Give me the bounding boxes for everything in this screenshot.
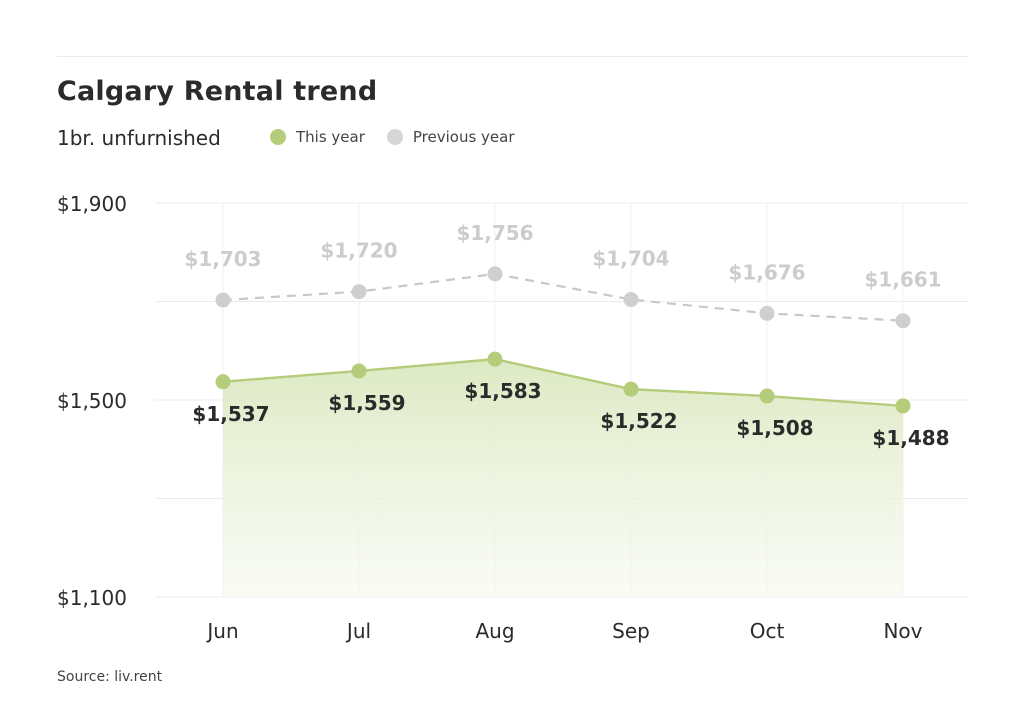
- data-label-previous-year: $1,704: [592, 247, 669, 271]
- point-previous-year: [487, 266, 503, 282]
- point-this-year: [623, 381, 639, 397]
- point-this-year: [759, 388, 775, 404]
- legend-this-year-label: This year: [296, 128, 365, 146]
- point-this-year: [487, 351, 503, 367]
- legend-item-this-year: This year: [270, 128, 365, 146]
- line-previous-year: [222, 272, 904, 322]
- data-label-previous-year: $1,756: [456, 221, 533, 245]
- data-label-this-year: $1,583: [464, 379, 541, 403]
- x-tick-label: Nov: [883, 619, 922, 643]
- x-tick-label: Oct: [750, 619, 785, 643]
- chart-subtitle: 1br. unfurnished: [57, 126, 221, 150]
- y-tick-label: $1,900: [57, 192, 127, 216]
- x-tick-label: Jul: [345, 619, 371, 643]
- point-previous-year: [895, 313, 911, 329]
- point-previous-year: [215, 292, 231, 308]
- x-tick-label: Jun: [205, 619, 238, 643]
- data-label-previous-year: $1,676: [728, 260, 805, 284]
- data-label-this-year: $1,537: [192, 402, 269, 426]
- legend-item-previous-year: Previous year: [386, 128, 515, 146]
- data-label-this-year: $1,508: [736, 416, 813, 440]
- line-this-year: [222, 357, 904, 408]
- data-label-this-year: $1,559: [328, 391, 405, 415]
- point-previous-year: [623, 292, 639, 308]
- y-tick-label: $1,100: [57, 586, 127, 610]
- area-this-year: [223, 359, 903, 597]
- y-tick-label: $1,500: [57, 389, 127, 413]
- chart-title: Calgary Rental trend: [57, 76, 378, 107]
- data-label-this-year: $1,488: [872, 426, 949, 450]
- x-tick-label: Sep: [612, 619, 650, 643]
- legend: This year Previous year: [270, 128, 537, 146]
- point-this-year: [351, 363, 367, 379]
- point-previous-year: [351, 284, 367, 300]
- point-this-year: [895, 398, 911, 414]
- point-previous-year: [759, 305, 775, 321]
- data-label-previous-year: $1,703: [184, 247, 261, 271]
- source-note: Source: liv.rent: [57, 669, 163, 685]
- top-divider: [57, 56, 968, 57]
- data-label-this-year: $1,522: [600, 409, 677, 433]
- legend-this-year-dot: [270, 129, 286, 145]
- data-label-previous-year: $1,661: [864, 268, 941, 292]
- legend-previous-year-label: Previous year: [412, 128, 515, 146]
- legend-previous-year-dot: [386, 129, 403, 145]
- x-tick-label: Aug: [475, 619, 514, 643]
- point-this-year: [215, 374, 231, 390]
- data-label-previous-year: $1,720: [320, 239, 397, 263]
